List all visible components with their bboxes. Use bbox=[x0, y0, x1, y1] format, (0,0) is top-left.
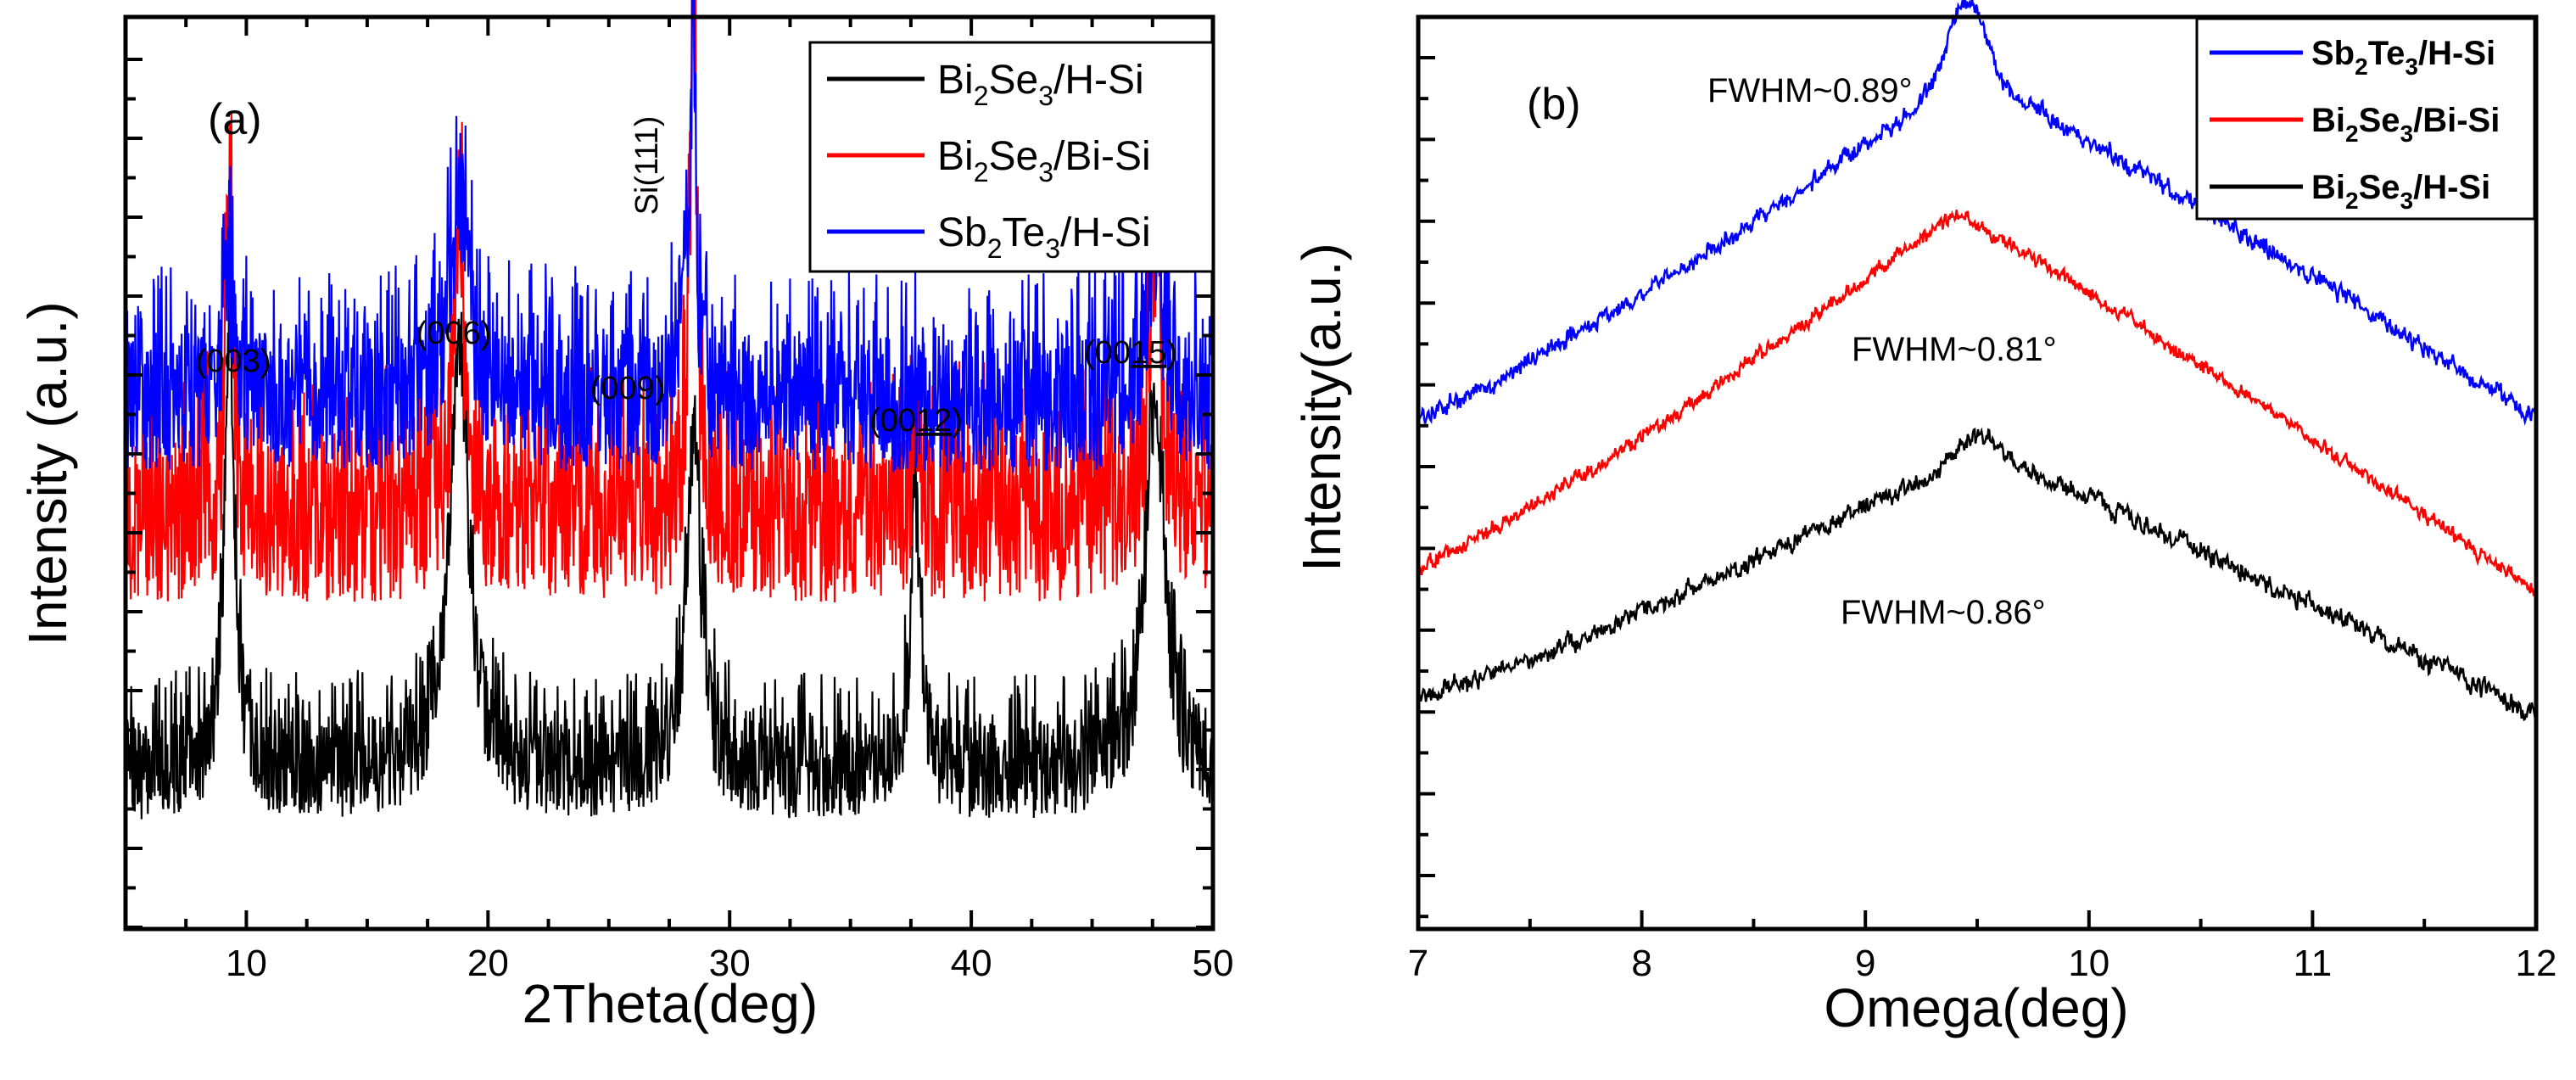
panel-a-curves bbox=[124, 0, 1215, 820]
panel-b-x-axis-title: Omega(deg) bbox=[1824, 977, 2128, 1038]
legend-label-b-bi2se3-bisi: Bi2Se3/Bi-Si bbox=[2311, 102, 2500, 147]
panel-b-ticks bbox=[1417, 56, 2538, 929]
panel-a: 10 20 30 40 50 (a) (003) (006) (009) Si(111)… bbox=[17, 0, 1233, 1034]
panel-a-ticks bbox=[124, 17, 1215, 929]
panel-a-y-axis-title: Intensity (a.u.) bbox=[17, 301, 78, 646]
legend-label-b-sb2te3: Sb2Te3/H-Si bbox=[2311, 35, 2495, 80]
peak-label-006: (006) bbox=[416, 316, 492, 351]
panel-b-curves bbox=[1417, 0, 2538, 722]
panel-a-x-axis-title: 2Theta(deg) bbox=[522, 973, 819, 1034]
x-tick-label: 20 bbox=[467, 943, 509, 984]
panel-a-tick-labels: 10 20 30 40 50 bbox=[226, 943, 1234, 984]
legend-label-bi2se3-bisi: Bi2Se3/Bi-Si bbox=[937, 134, 1151, 187]
x-tick-label: 30 bbox=[709, 943, 751, 984]
peak-label-0015: (0015) bbox=[1084, 335, 1177, 371]
x-tick-label: 11 bbox=[2294, 943, 2333, 984]
peak-label-003: (003) bbox=[196, 344, 271, 379]
x-tick-label: 40 bbox=[951, 943, 992, 984]
panel-a-legend: Bi2Se3/H-Si Bi2Se3/Bi-Si Sb2Te3/H-Si bbox=[808, 41, 1215, 273]
x-tick-label: 7 bbox=[1408, 943, 1428, 984]
peak-label-si111: Si(111) bbox=[629, 116, 665, 215]
panel-a-label: (a) bbox=[208, 95, 262, 144]
fwhm-label-bi2se3-hsi: FWHM~0.86° bbox=[1841, 594, 2046, 631]
panel-b: 7 8 9 10 11 12 (b) FWHM~0.89° FWHM~0.81° FWHM… bbox=[1291, 0, 2556, 1038]
panel-b-y-axis-title: Intensity(a.u.) bbox=[1291, 243, 1352, 572]
x-tick-label: 10 bbox=[2068, 943, 2109, 984]
peak-label-009: (009) bbox=[590, 371, 666, 406]
x-tick-label: 9 bbox=[1855, 943, 1875, 984]
series-sb2te3-h-si-line bbox=[124, 0, 1215, 473]
panel-b-legend: Sb2Te3/H-Si Bi2Se3/Bi-Si Bi2Se3/H-Si bbox=[2195, 17, 2536, 221]
series-bi2se3-bi-si-line bbox=[124, 0, 1215, 603]
fwhm-label-sb2te3: FWHM~0.89° bbox=[1707, 72, 1913, 109]
x-tick-label: 10 bbox=[226, 943, 267, 984]
rocking-curve-bi2se3-h-si-line bbox=[1417, 427, 2538, 722]
legend-label-b-bi2se3-hsi: Bi2Se3/H-Si bbox=[2311, 169, 2490, 214]
legend-label-bi2se3-hsi: Bi2Se3/H-Si bbox=[937, 58, 1144, 111]
panel-b-label: (b) bbox=[1527, 80, 1581, 129]
rocking-curve-sb2te3-h-si-line bbox=[1417, 0, 2537, 426]
x-tick-label: 8 bbox=[1631, 943, 1651, 984]
fwhm-label-bi2se3-bisi: FWHM~0.81° bbox=[1852, 331, 2057, 368]
rocking-curve-bi2se3-bi-si-line bbox=[1417, 210, 2537, 601]
legend-label-sb2te3-hsi: Sb2Te3/H-Si bbox=[937, 210, 1151, 264]
peak-label-0012: (0012) bbox=[869, 403, 963, 439]
panel-b-tick-labels: 7 8 9 10 11 12 bbox=[1408, 943, 2557, 984]
x-tick-label: 12 bbox=[2516, 943, 2557, 984]
x-tick-label: 50 bbox=[1193, 943, 1234, 984]
series-bi2se3-h-si-line bbox=[124, 250, 1215, 820]
